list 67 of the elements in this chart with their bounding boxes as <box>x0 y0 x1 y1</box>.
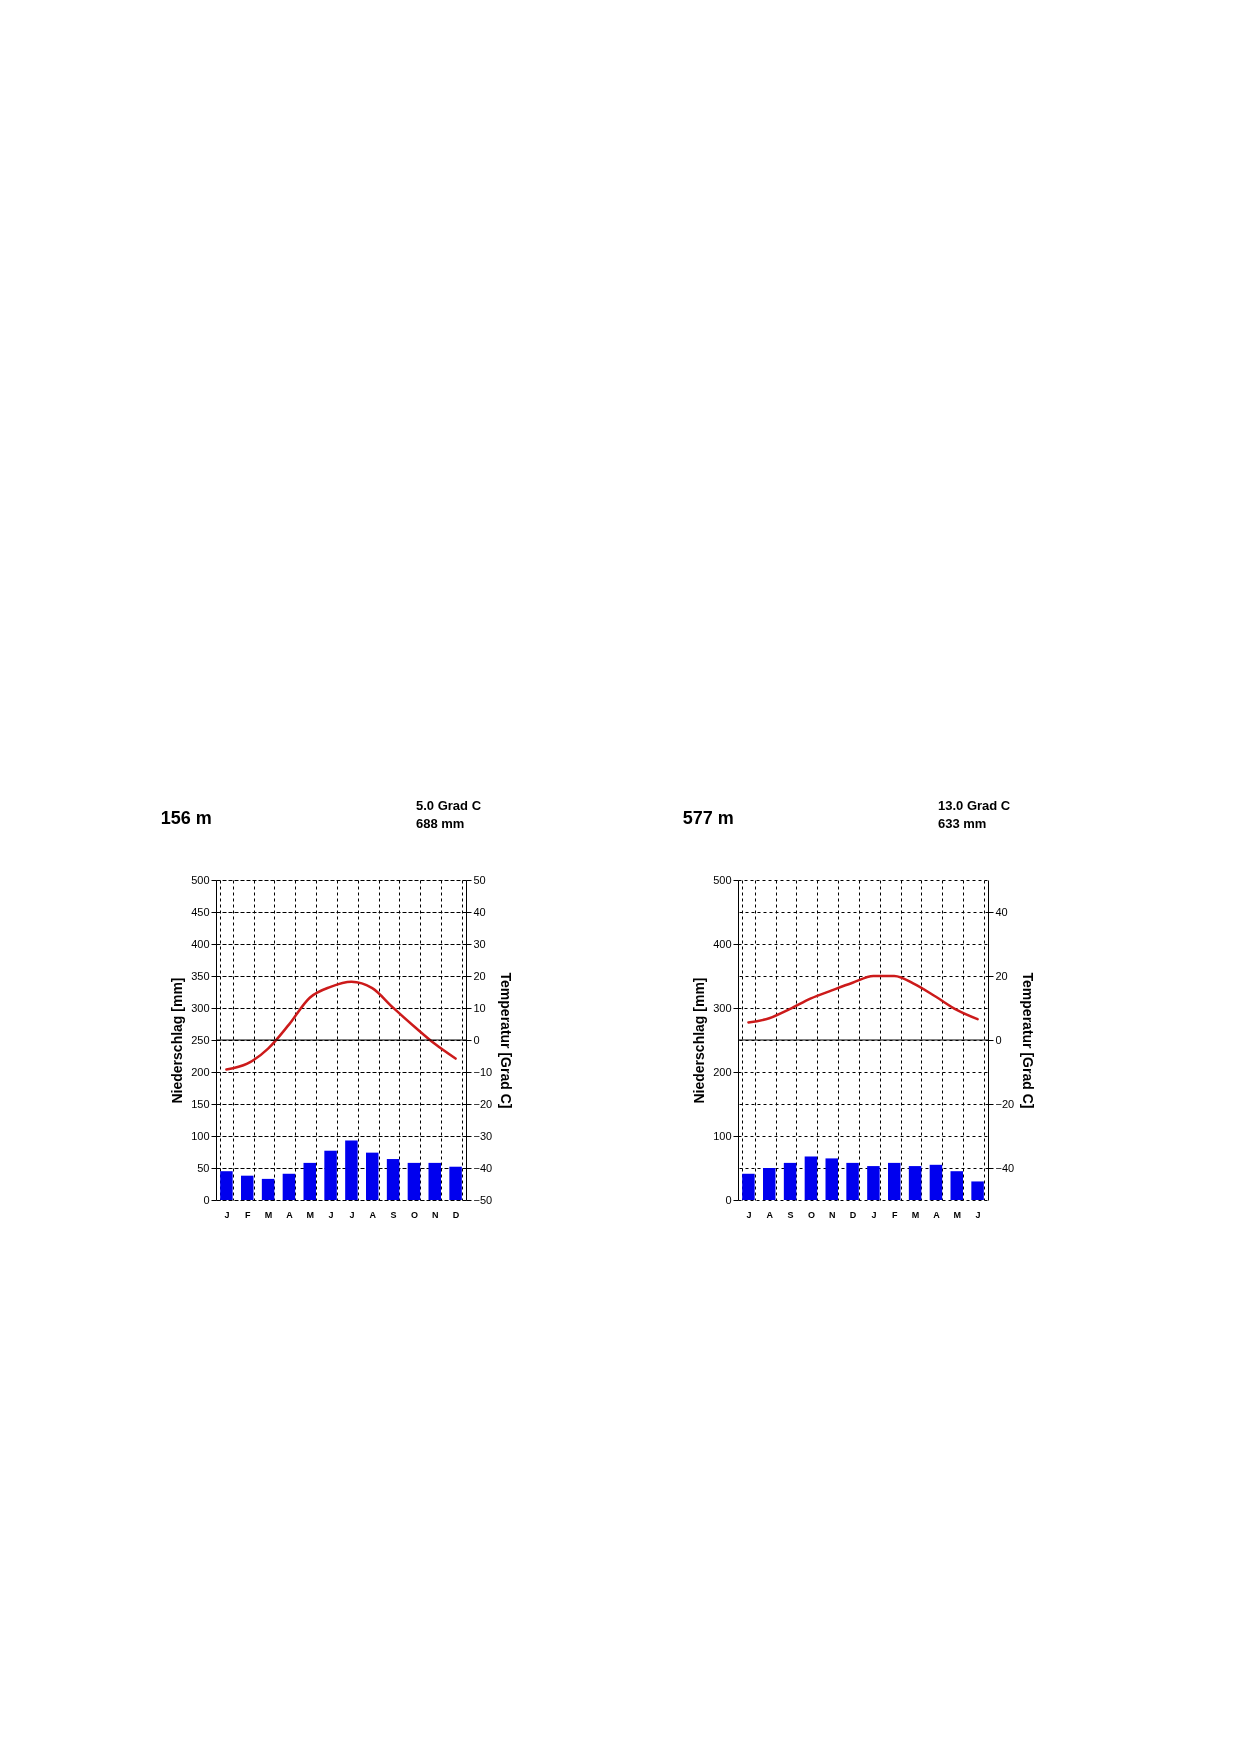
x-tick-label: O <box>807 1209 815 1220</box>
text: 13.0 Grad C <box>938 798 1011 813</box>
x-tick-label: J <box>975 1209 981 1220</box>
y-tick-label: 300 <box>713 1001 732 1014</box>
x-tick-label: S <box>390 1209 397 1220</box>
y-tick-label: 400 <box>713 937 732 950</box>
text: 5.0 Grad C <box>416 798 482 813</box>
x-tick-label: M <box>953 1209 961 1220</box>
y2-axis-title: Temperatur [Grad C] <box>498 972 515 1109</box>
y2-tick-label: −20 <box>473 1097 493 1110</box>
y-tick-label: 500 <box>191 873 210 886</box>
y2-tick-label: 10 <box>473 1001 486 1014</box>
x-tick-label: A <box>766 1209 774 1220</box>
x-tick-label: N <box>829 1209 836 1220</box>
y-tick-label: 450 <box>191 905 210 918</box>
y-tick-label: 200 <box>713 1065 732 1078</box>
y2-tick-label: 50 <box>473 873 486 886</box>
y2-tick-label: 30 <box>473 937 486 950</box>
x-tick-label: M <box>264 1209 273 1220</box>
x-tick-label: O <box>410 1209 418 1220</box>
y2-tick-label: −50 <box>473 1193 493 1206</box>
y-tick-label: 150 <box>191 1097 210 1110</box>
y-tick-label: 0 <box>725 1193 732 1206</box>
y-tick-label: 50 <box>197 1161 210 1174</box>
chart-title: 577 m <box>682 808 734 828</box>
y2-tick-label: −10 <box>473 1065 493 1078</box>
y-tick-label: 350 <box>191 969 210 982</box>
x-tick-label: J <box>224 1209 230 1220</box>
y-tick-label: 200 <box>191 1065 210 1078</box>
y2-tick-label: 20 <box>995 969 1008 982</box>
x-tick-label: D <box>452 1209 460 1220</box>
y-tick-label: 100 <box>713 1129 732 1142</box>
x-tick-label: J <box>746 1209 752 1220</box>
y-tick-label: 100 <box>191 1129 210 1142</box>
y2-tick-label: 0 <box>995 1033 1002 1046</box>
x-tick-label: A <box>369 1209 377 1220</box>
y-tick-label: 250 <box>191 1033 210 1046</box>
y-axis-title: Niederschlag [mm] <box>169 977 186 1104</box>
x-tick-label: J <box>328 1209 334 1220</box>
y-tick-label: 400 <box>191 937 210 950</box>
y-tick-label: 300 <box>191 1001 210 1014</box>
x-tick-label: M <box>306 1209 314 1220</box>
y2-tick-label: 40 <box>473 905 486 918</box>
x-tick-label: F <box>892 1209 898 1220</box>
chart-title: 156 m <box>160 808 212 828</box>
x-tick-label: J <box>349 1209 355 1220</box>
x-tick-label: A <box>933 1209 941 1220</box>
y2-tick-label: −20 <box>995 1097 1015 1110</box>
x-tick-label: F <box>245 1209 251 1220</box>
y2-tick-label: 20 <box>473 969 486 982</box>
x-tick-label: N <box>432 1209 439 1220</box>
y2-tick-label: −40 <box>473 1161 493 1174</box>
y2-tick-label: 0 <box>473 1033 480 1046</box>
y-tick-label: 500 <box>713 873 732 886</box>
y2-tick-label: 40 <box>995 905 1008 918</box>
y-tick-label: 0 <box>203 1193 210 1206</box>
x-tick-label: M <box>911 1209 920 1220</box>
y2-tick-label: −40 <box>995 1161 1015 1174</box>
text: 633 mm <box>938 816 987 831</box>
text: 688 mm <box>416 816 465 831</box>
x-tick-label: S <box>787 1209 794 1220</box>
x-tick-label: A <box>286 1209 294 1220</box>
y2-axis-title: Temperatur [Grad C] <box>1020 972 1037 1109</box>
x-tick-label: D <box>849 1209 857 1220</box>
y-axis-title: Niederschlag [mm] <box>691 977 708 1104</box>
x-tick-label: J <box>871 1209 877 1220</box>
y2-tick-label: −30 <box>473 1129 493 1142</box>
